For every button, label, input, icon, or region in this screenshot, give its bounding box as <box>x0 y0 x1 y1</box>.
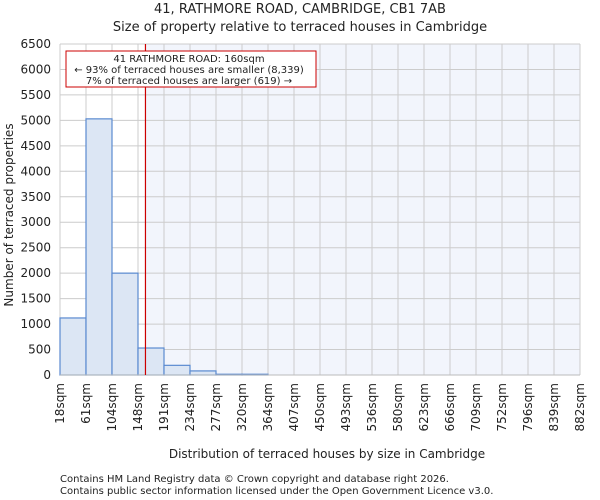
x-tick-label: 277sqm <box>209 383 223 431</box>
annotation-line-1: 41 RATHMORE ROAD: 160sqm <box>113 54 264 65</box>
x-tick-label: 796sqm <box>521 383 535 431</box>
y-tick-label: 4000 <box>20 164 51 178</box>
histogram-bar <box>137 347 165 376</box>
x-tick-label: 18sqm <box>53 383 67 424</box>
y-tick-label: 5500 <box>20 88 51 102</box>
y-tick-label: 500 <box>28 343 51 357</box>
x-tick-label: 364sqm <box>261 383 275 431</box>
y-tick-label: 5000 <box>20 113 51 127</box>
larger-region-shading <box>145 44 581 375</box>
histogram-bar <box>163 364 191 376</box>
x-tick-label: 191sqm <box>157 383 171 431</box>
x-tick-label: 61sqm <box>79 383 93 424</box>
footer-line-1: Contains HM Land Registry data © Crown c… <box>60 474 449 485</box>
x-tick-label: 623sqm <box>417 383 431 431</box>
annotation-line-2: ← 93% of terraced houses are smaller (8,… <box>74 65 304 76</box>
x-tick-label: 407sqm <box>287 383 301 431</box>
x-tick-label: 148sqm <box>131 383 145 431</box>
footer-line-2: Contains public sector information licen… <box>60 486 493 497</box>
annotation-line-3: 7% of terraced houses are larger (619) → <box>86 76 292 87</box>
x-tick-label: 320sqm <box>235 383 249 431</box>
y-tick-label: 6000 <box>20 62 51 76</box>
y-tick-label: 3000 <box>20 215 51 229</box>
x-tick-label: 450sqm <box>313 383 327 431</box>
histogram-bar <box>189 370 217 376</box>
x-tick-label: 104sqm <box>105 383 119 431</box>
chart-title: 41, RATHMORE ROAD, CAMBRIDGE, CB1 7AB <box>154 2 446 17</box>
x-tick-label: 839sqm <box>547 383 561 431</box>
y-tick-label: 1500 <box>20 292 51 306</box>
y-tick-label: 1000 <box>20 317 51 331</box>
y-tick-label: 4500 <box>20 139 51 153</box>
x-axis-label: Distribution of terraced houses by size … <box>169 447 485 461</box>
histogram-bar <box>111 272 139 376</box>
x-tick-label: 752sqm <box>495 383 509 431</box>
chart-subtitle: Size of property relative to terraced ho… <box>113 20 487 35</box>
x-tick-label: 709sqm <box>469 383 483 431</box>
y-tick-label: 6500 <box>20 37 51 51</box>
histogram-bar <box>59 317 87 376</box>
histogram-bar <box>85 118 113 376</box>
y-tick-label: 0 <box>43 368 51 382</box>
annotation-box: 41 RATHMORE ROAD: 160sqm ← 93% of terrac… <box>65 50 317 88</box>
y-tick-label: 3500 <box>20 190 51 204</box>
x-tick-label: 536sqm <box>365 383 379 431</box>
y-tick-label: 2500 <box>20 241 51 255</box>
y-axis-label: Number of terraced properties <box>2 123 16 306</box>
x-tick-label: 493sqm <box>339 383 353 431</box>
x-tick-label: 234sqm <box>183 383 197 431</box>
x-tick-label: 882sqm <box>573 383 587 431</box>
x-tick-label: 580sqm <box>391 383 405 431</box>
y-tick-label: 2000 <box>20 266 51 280</box>
x-tick-label: 666sqm <box>443 383 457 431</box>
